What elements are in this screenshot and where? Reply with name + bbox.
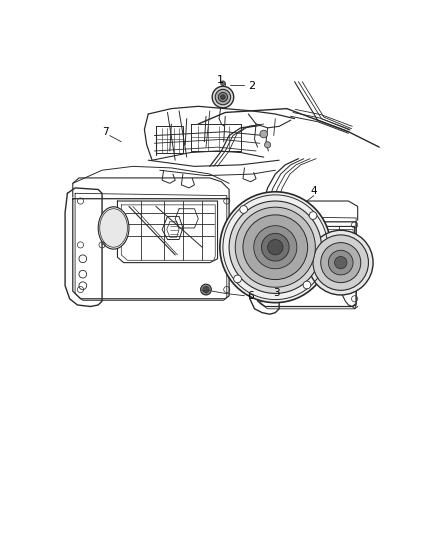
Circle shape — [261, 233, 289, 261]
Circle shape — [221, 81, 225, 85]
Circle shape — [265, 142, 271, 148]
Text: 7: 7 — [102, 127, 109, 137]
Text: 6: 6 — [247, 290, 254, 301]
Circle shape — [308, 230, 373, 295]
Text: 3: 3 — [273, 288, 279, 298]
Circle shape — [303, 281, 311, 289]
Circle shape — [212, 86, 234, 108]
Circle shape — [221, 95, 225, 99]
Circle shape — [309, 212, 317, 220]
Circle shape — [243, 215, 307, 280]
Circle shape — [201, 284, 212, 295]
Circle shape — [215, 90, 231, 105]
Text: 2: 2 — [248, 80, 255, 91]
Circle shape — [235, 207, 315, 287]
Circle shape — [234, 275, 241, 282]
Circle shape — [313, 235, 368, 290]
Circle shape — [335, 256, 347, 269]
Circle shape — [268, 239, 283, 255]
Circle shape — [203, 287, 209, 293]
Circle shape — [260, 130, 268, 138]
Circle shape — [240, 206, 247, 213]
Ellipse shape — [250, 232, 275, 266]
Circle shape — [229, 201, 321, 294]
Circle shape — [220, 192, 331, 303]
Text: 4: 4 — [311, 186, 317, 196]
Circle shape — [321, 243, 361, 282]
Circle shape — [328, 251, 353, 275]
Ellipse shape — [98, 207, 129, 249]
Text: 1: 1 — [217, 75, 224, 85]
Circle shape — [218, 92, 228, 102]
Circle shape — [254, 225, 297, 269]
